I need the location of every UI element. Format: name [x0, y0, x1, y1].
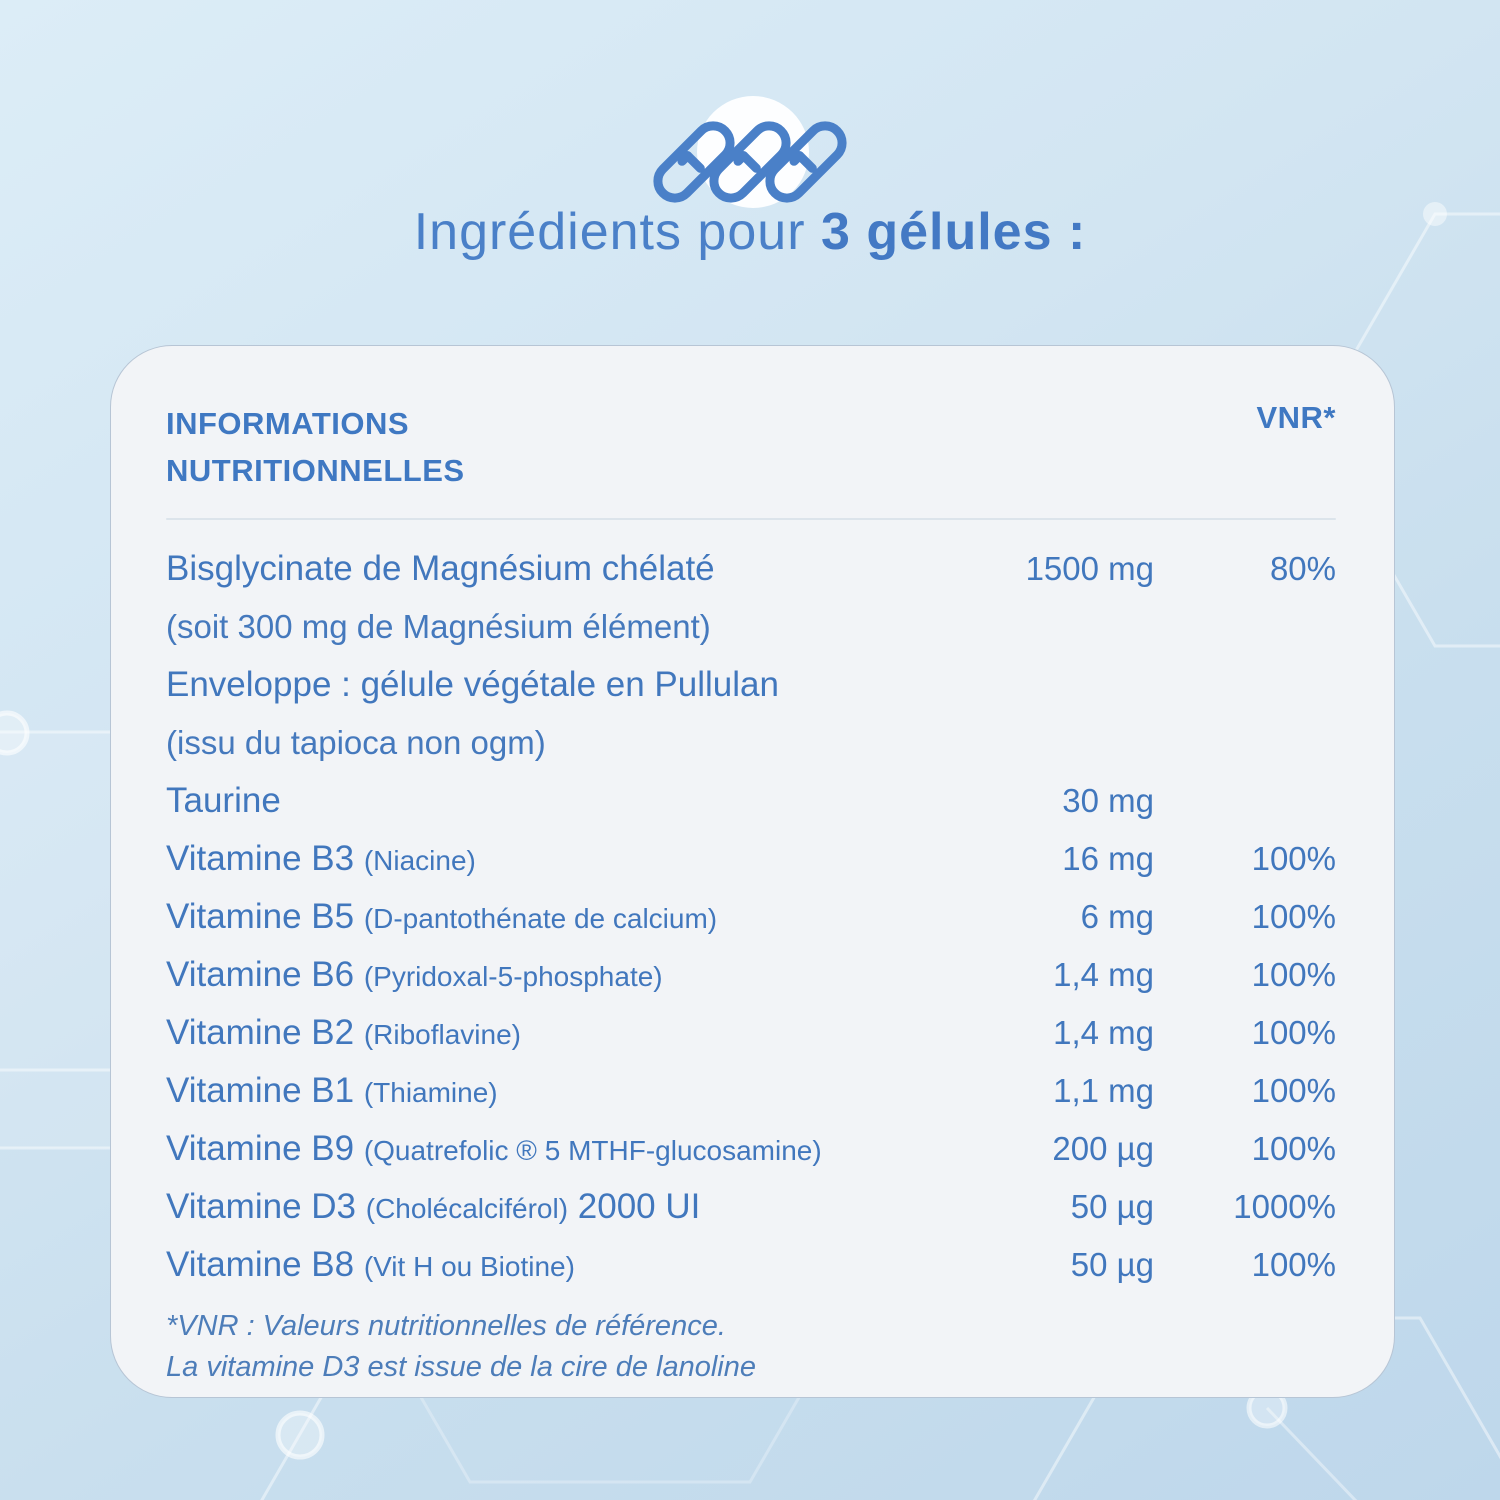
- column-header-line2: NUTRITIONNELLES: [166, 453, 465, 489]
- table-row: Enveloppe : gélule végétale en Pullulan …: [166, 656, 1336, 772]
- ingredient-amount: 1,1 mg: [1053, 1072, 1154, 1110]
- ingredient-vnr: 100%: [1251, 956, 1336, 994]
- ingredient-amount: 1500 mg: [1025, 550, 1154, 588]
- ingredient-amount: 6 mg: [1080, 898, 1154, 936]
- ingredient-subnote: (issu du tapioca non ogm): [166, 724, 546, 762]
- ingredient-amount: 200 µg: [1052, 1130, 1154, 1168]
- footnote-vnr: *VNR : Valeurs nutritionnelles de référe…: [166, 1310, 726, 1343]
- ingredient-amount: 16 mg: [1062, 840, 1154, 878]
- table-row: Vitamine B9 (Quatrefolic ® 5 MTHF-glucos…: [166, 1120, 1336, 1178]
- ingredient-amount: 30 mg: [1062, 782, 1154, 820]
- page-title-suffix: :: [1052, 203, 1087, 261]
- ingredient-name: Bisglycinate de Magnésium chélaté: [166, 549, 715, 589]
- ingredient-detail: (Thiamine): [363, 1077, 498, 1109]
- ingredients-table: Bisglycinate de Magnésium chélaté 1500 m…: [166, 540, 1336, 1294]
- ingredient-amount: 1,4 mg: [1053, 1014, 1154, 1052]
- ingredient-detail: (D-pantothénate de calcium): [363, 903, 718, 935]
- ingredient-detail: (Quatrefolic ® 5 MTHF-glucosamine): [363, 1135, 822, 1167]
- ingredient-detail: (Riboflavine): [363, 1019, 521, 1051]
- nutrition-facts-card: INFORMATIONS NUTRITIONNELLES VNR* Bisgly…: [110, 345, 1395, 1398]
- table-row: Bisglycinate de Magnésium chélaté 1500 m…: [166, 540, 1336, 656]
- table-row: Vitamine B1 (Thiamine) 1,1 mg 100%: [166, 1062, 1336, 1120]
- ingredient-name: Vitamine B8: [166, 1245, 355, 1285]
- footnotes: *VNR : Valeurs nutritionnelles de référe…: [166, 1306, 1336, 1388]
- table-row: Vitamine B2 (Riboflavine) 1,4 mg 100%: [166, 1004, 1336, 1062]
- ingredient-name: Vitamine B9: [166, 1129, 355, 1169]
- ingredient-vnr: 1000%: [1233, 1188, 1336, 1226]
- ingredient-vnr: 100%: [1251, 1014, 1336, 1052]
- ingredient-amount: 50 µg: [1070, 1246, 1154, 1284]
- ingredient-amount: 1,4 mg: [1053, 956, 1154, 994]
- ingredient-name: Enveloppe : gélule végétale en Pullulan: [166, 665, 779, 705]
- header-divider: [166, 518, 1336, 521]
- capsules-icon: [645, 84, 855, 234]
- ingredient-name: Vitamine B5: [166, 897, 355, 937]
- ingredient-name: Vitamine D3: [166, 1187, 357, 1227]
- table-row: Vitamine B5 (D-pantothénate de calcium) …: [166, 888, 1336, 946]
- ingredient-vnr: 100%: [1251, 1072, 1336, 1110]
- ingredient-detail: (Vit H ou Biotine): [363, 1251, 575, 1283]
- table-row: Vitamine B8 (Vit H ou Biotine) 50 µg 100…: [166, 1236, 1336, 1294]
- table-row: Taurine 30 mg: [166, 772, 1336, 830]
- ingredient-vnr: 100%: [1251, 1130, 1336, 1168]
- ingredient-name: Vitamine B3: [166, 839, 355, 879]
- footnote-d3: La vitamine D3 est issue de la cire de l…: [166, 1351, 756, 1384]
- column-header-vnr: VNR*: [1256, 400, 1336, 435]
- page-title: Ingrédients pour 3 gélules :: [0, 202, 1500, 262]
- page-title-bold: 3 gélules: [820, 203, 1053, 261]
- column-header-informations: INFORMATIONS NUTRITIONNELLES: [166, 400, 465, 494]
- ingredient-name: Taurine: [166, 781, 281, 821]
- ingredient-detail: (Pyridoxal-5-phosphate): [363, 961, 663, 993]
- ingredient-name: Vitamine B6: [166, 955, 355, 995]
- table-row: Vitamine B3 (Niacine) 16 mg 100%: [166, 830, 1336, 888]
- ingredient-detail: (Niacine): [363, 845, 476, 877]
- ingredient-detail: (Cholécalciférol): [365, 1193, 569, 1225]
- ingredient-name: Vitamine B2: [166, 1013, 355, 1053]
- ingredient-vnr: 100%: [1251, 898, 1336, 936]
- table-header: INFORMATIONS NUTRITIONNELLES VNR*: [166, 400, 1336, 494]
- ingredient-amount: 50 µg: [1070, 1188, 1154, 1226]
- column-header-line1: INFORMATIONS: [166, 406, 410, 441]
- table-row: Vitamine B6 (Pyridoxal-5-phosphate) 1,4 …: [166, 946, 1336, 1004]
- ingredient-vnr: 80%: [1269, 550, 1336, 588]
- ingredient-vnr: 100%: [1251, 840, 1336, 878]
- page-title-prefix: Ingrédients pour: [413, 203, 821, 261]
- ingredient-subnote: (soit 300 mg de Magnésium élément): [166, 608, 711, 646]
- ingredient-suffix: 2000 UI: [577, 1187, 701, 1227]
- ingredient-vnr: 100%: [1251, 1246, 1336, 1284]
- table-row: Vitamine D3 (Cholécalciférol) 2000 UI 50…: [166, 1178, 1336, 1236]
- ingredient-name: Vitamine B1: [166, 1071, 355, 1111]
